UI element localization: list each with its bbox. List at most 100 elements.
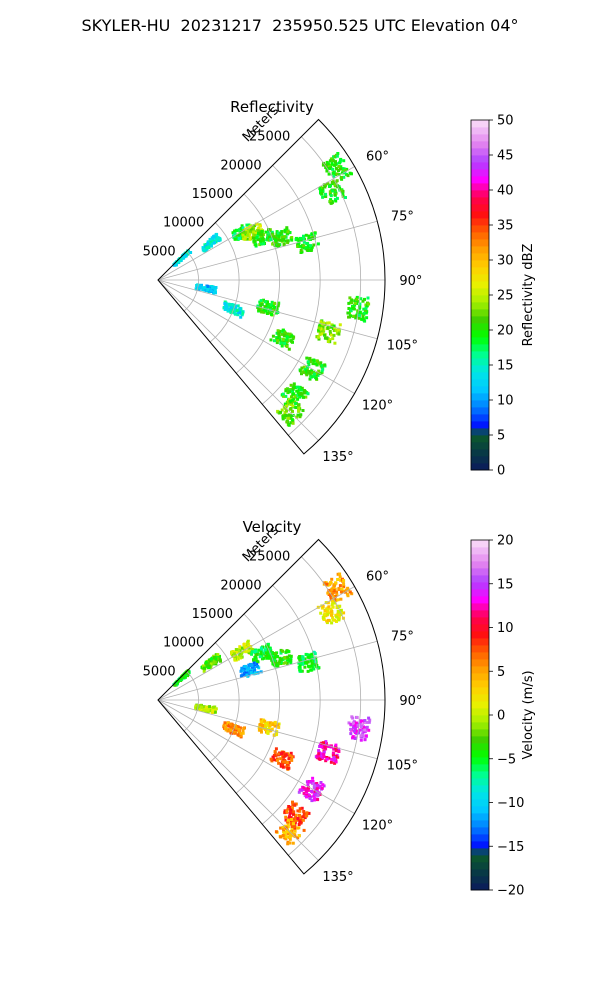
echo-pixel — [309, 664, 313, 668]
echo-pixel — [297, 656, 301, 660]
colorbar-tick-label: 35 — [497, 219, 514, 234]
echo-pixel — [298, 820, 302, 824]
echo-pixel — [261, 233, 265, 237]
echo-pixel — [267, 238, 271, 242]
echo-pixel — [226, 721, 230, 725]
colorbar-segment — [471, 372, 489, 380]
echo-pixel — [177, 260, 181, 264]
echo-pixel — [313, 797, 317, 801]
echo-pixel — [293, 834, 297, 838]
colorbar-segment — [471, 442, 489, 450]
echo-pixel — [199, 703, 203, 707]
echo-pixel — [325, 756, 329, 759]
echo-pixel — [266, 730, 270, 734]
echo-pixel — [283, 752, 287, 756]
echo-pixel — [252, 661, 256, 665]
echo-pixel — [239, 227, 243, 230]
echo-pixel — [361, 726, 365, 730]
echo-pixel — [302, 370, 306, 374]
echo-pixel — [307, 665, 311, 669]
echo-pixel — [321, 367, 325, 371]
colorbar-tick-label: 0 — [497, 709, 505, 724]
echo-pixel — [248, 662, 252, 666]
echo-pixel — [287, 658, 291, 662]
echo-pixel — [326, 340, 330, 343]
echo-pixel — [298, 395, 302, 399]
echo-pixel — [334, 160, 337, 164]
echo-pixel — [226, 309, 230, 313]
echo-pixel — [194, 287, 198, 291]
echo-region — [239, 661, 263, 678]
azimuth-gridline — [157, 279, 319, 441]
echo-pixel — [194, 707, 198, 711]
echo-pixel — [286, 335, 290, 339]
echo-pixel — [247, 223, 251, 227]
echo-pixel — [212, 661, 216, 664]
echo-pixel — [251, 648, 255, 652]
echo-pixel — [284, 414, 288, 417]
echo-pixel — [296, 404, 300, 408]
echo-pixel — [173, 683, 177, 687]
echo-pixel — [265, 238, 269, 242]
range-ring — [209, 642, 240, 763]
echo-pixel — [296, 817, 300, 820]
echo-pixel — [304, 660, 307, 664]
echo-pixel — [332, 590, 336, 594]
echo-pixel — [258, 723, 262, 726]
echo-pixel — [294, 816, 297, 820]
echo-pixel — [293, 803, 297, 807]
echo-pixel — [335, 604, 339, 608]
echo-pixel — [331, 605, 335, 609]
echo-pixel — [280, 344, 284, 348]
colorbar-segment — [471, 407, 489, 415]
range-grid — [157, 136, 385, 441]
echo-pixel — [271, 237, 275, 240]
echo-pixel — [309, 668, 313, 672]
echo-pixel — [300, 250, 304, 254]
echo-pixel — [309, 244, 312, 248]
range-ring — [235, 613, 280, 794]
echo-pixel — [344, 172, 348, 176]
echo-pixel — [283, 235, 287, 239]
echo-pixel — [276, 231, 280, 235]
colorbar-tick-label: 45 — [497, 149, 514, 164]
echo-pixel — [218, 237, 222, 241]
echo-pixel — [281, 392, 285, 396]
echo-pixel — [333, 601, 337, 605]
echo-pixel — [206, 246, 210, 250]
echo-pixel — [218, 654, 221, 658]
echo-pixel — [306, 788, 310, 792]
echo-pixel — [323, 581, 326, 585]
echo-pixel — [361, 732, 365, 736]
echo-pixel — [363, 719, 367, 722]
echo-pixel — [305, 795, 308, 799]
echo-pixel — [310, 232, 314, 236]
echo-pixel — [320, 745, 324, 748]
sector-frame — [157, 118, 386, 455]
echo-pixel — [294, 402, 297, 405]
echo-pixel — [281, 235, 284, 239]
echo-pixel — [305, 780, 309, 784]
echo-pixel — [287, 333, 291, 337]
echo-pixel — [351, 306, 355, 310]
range-tick-label: 15000 — [192, 187, 233, 202]
echo-pixel — [290, 421, 293, 425]
echo-pixel — [319, 331, 323, 335]
echo-pixel — [354, 316, 358, 320]
range-tick-label: 20000 — [220, 158, 261, 173]
azimuth-gridline — [157, 220, 378, 281]
echo-pixel — [244, 650, 248, 654]
colorbar-segment — [471, 659, 489, 667]
echo-pixel — [255, 662, 259, 666]
echo-pixel — [344, 196, 347, 199]
echo-pixel — [250, 664, 254, 667]
echo-pixel — [202, 669, 206, 673]
echo-pixel — [339, 597, 343, 601]
echo-pixel — [331, 337, 335, 341]
range-tick-label: 10000 — [163, 636, 204, 651]
echo-pixel — [197, 705, 201, 709]
colorbar-segment — [471, 694, 489, 702]
echo-pixel — [269, 303, 273, 307]
echo-pixel — [354, 314, 358, 318]
colorbar-segment — [471, 645, 489, 653]
